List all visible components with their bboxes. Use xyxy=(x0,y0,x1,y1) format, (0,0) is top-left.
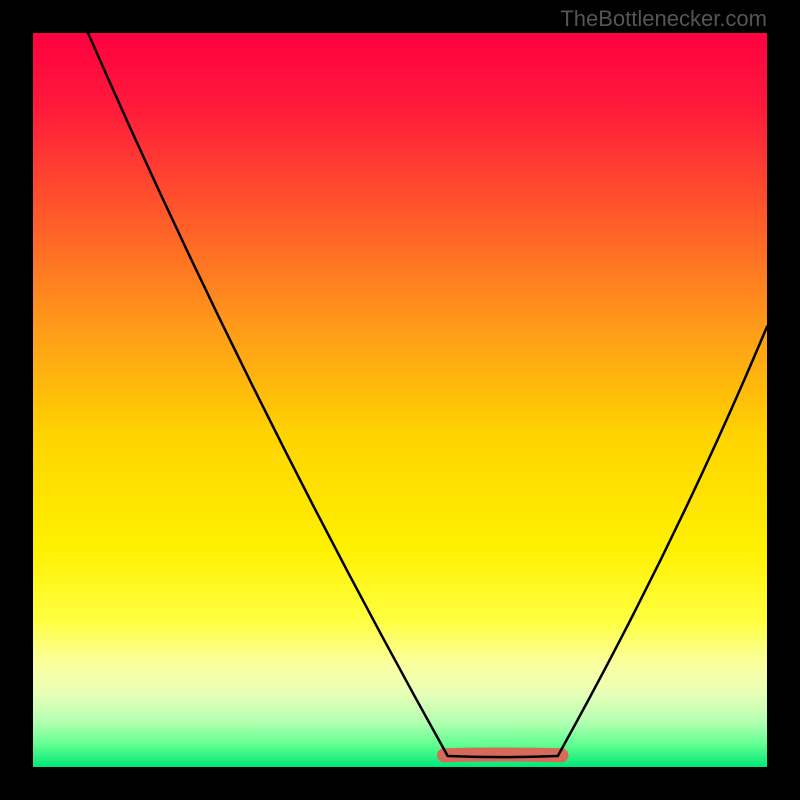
plot-area xyxy=(33,33,767,767)
bottleneck-curve xyxy=(88,33,767,757)
watermark-text: TheBottlenecker.com xyxy=(560,6,767,32)
curve-layer xyxy=(33,33,767,767)
valley-marker xyxy=(444,755,561,756)
chart-frame: TheBottlenecker.com xyxy=(0,0,800,800)
